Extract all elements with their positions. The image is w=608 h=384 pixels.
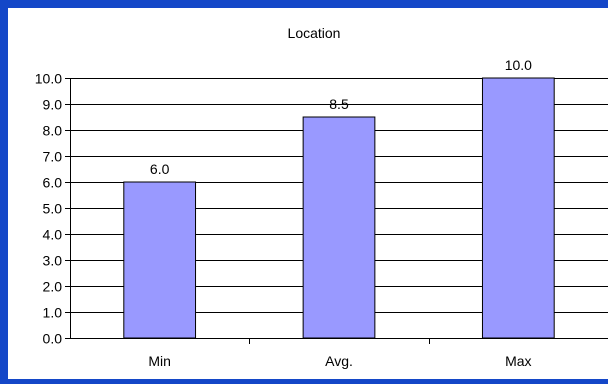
y-tick-label: 4.0: [43, 227, 63, 243]
axes: [65, 78, 608, 344]
data-label: 6.0: [150, 161, 170, 177]
x-tick-label: Min: [148, 353, 171, 369]
bar: [302, 116, 376, 339]
y-tick-label: 2.0: [43, 279, 63, 295]
y-tick-label: 8.0: [43, 123, 63, 139]
y-tick-label: 5.0: [43, 201, 63, 217]
y-tick-label: 7.0: [43, 149, 63, 165]
labels: 0.0 1.0 2.0 3.0 4.0 5.0 6.0 7.0 8.0 9.0 10.0 6.0 Min…: [35, 57, 532, 369]
chart-panel: Location 0.0 1.0 2.0 3.0 4.0 5.0 6.0 7.0 8.0 9.0 1…: [8, 8, 608, 379]
x-tick-label: Avg.: [325, 353, 353, 369]
data-label: 10.0: [505, 57, 532, 73]
y-tick-label: 0.0: [43, 331, 63, 347]
bars: [123, 77, 555, 339]
y-tick-label: 10.0: [35, 71, 62, 87]
y-tick-label: 6.0: [43, 175, 63, 191]
x-tick-label: Max: [505, 353, 531, 369]
chart-title: Location: [288, 25, 341, 41]
bar: [123, 181, 197, 339]
bar: [481, 77, 555, 339]
y-tick-label: 3.0: [43, 253, 63, 269]
y-tick-label: 1.0: [43, 305, 63, 321]
y-tick-label: 9.0: [43, 97, 63, 113]
bar-chart: Location 0.0 1.0 2.0 3.0 4.0 5.0 6.0 7.0 8.0 9.0 1…: [35, 25, 608, 369]
data-label: 8.5: [329, 96, 349, 112]
